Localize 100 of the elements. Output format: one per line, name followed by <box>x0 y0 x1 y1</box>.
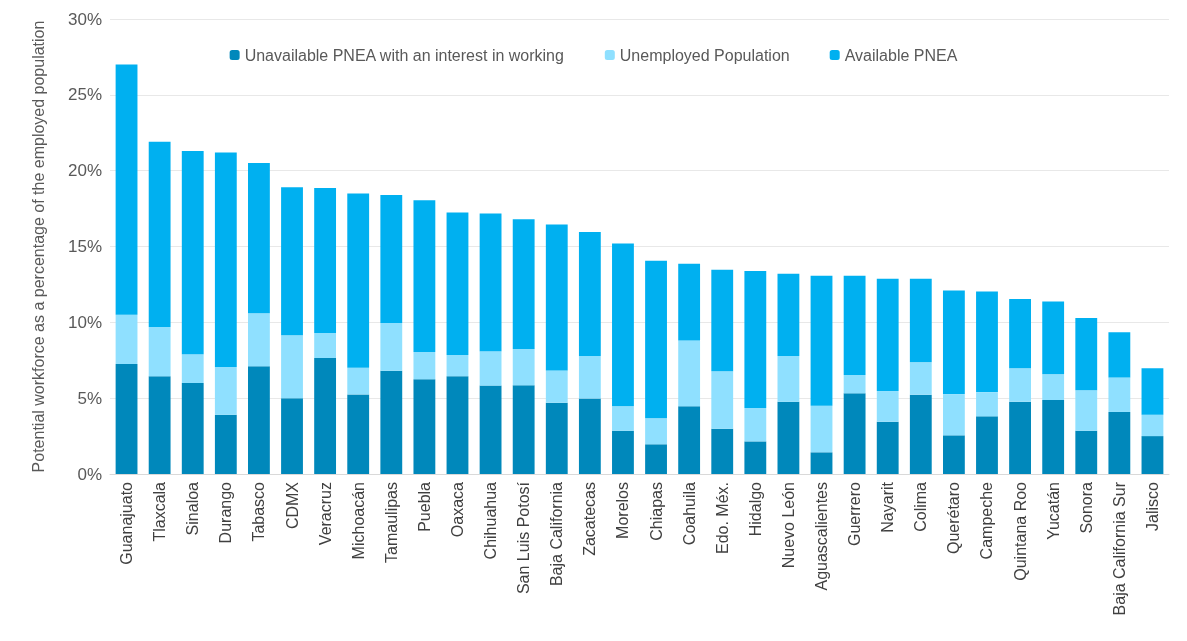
x-tick-label: Aguascalientes <box>813 482 831 591</box>
x-tick-label: Oaxaca <box>448 481 466 538</box>
bar <box>314 332 337 358</box>
x-tick-label: Hidalgo <box>746 481 764 537</box>
bar <box>942 394 965 436</box>
bar <box>181 383 204 474</box>
bar <box>1108 411 1131 474</box>
bar <box>248 366 270 474</box>
bar <box>810 452 833 474</box>
bar <box>446 376 469 474</box>
bar <box>281 398 303 474</box>
bar <box>181 150 204 355</box>
x-tick-label: Querétaro <box>945 481 963 555</box>
bar <box>843 374 866 394</box>
y-tick-label: 30% <box>67 9 102 29</box>
bar <box>578 232 601 356</box>
bar <box>1141 436 1164 474</box>
bar <box>512 385 535 474</box>
x-tick-label: Morelos <box>614 482 632 539</box>
bar <box>777 401 800 474</box>
x-tick-label: Puebla <box>415 481 433 532</box>
bar <box>1042 374 1065 400</box>
bar <box>314 188 337 333</box>
x-tick-label: Coahuila <box>680 481 698 546</box>
bar <box>512 348 535 386</box>
y-axis-title: Potential workforce as a percentage of the employed population <box>30 20 47 473</box>
bar <box>380 323 403 371</box>
bar <box>248 163 270 314</box>
x-tick-label: Tamaulipas <box>382 482 400 563</box>
y-tick-label: 15% <box>67 237 102 256</box>
bar <box>181 354 204 383</box>
bar <box>976 291 998 393</box>
bar <box>876 391 899 422</box>
y-tick-label: 5% <box>77 388 102 408</box>
bar <box>744 408 767 442</box>
bar <box>347 193 370 368</box>
bar <box>214 367 237 415</box>
x-tick-label: Baja California Sur <box>1110 481 1128 616</box>
bar <box>678 340 701 407</box>
bar <box>777 273 800 356</box>
bar <box>612 243 634 407</box>
bar <box>1042 301 1065 375</box>
bar <box>711 371 734 429</box>
bar <box>1141 414 1164 437</box>
bar <box>115 364 138 474</box>
bar <box>281 335 303 399</box>
bar <box>976 392 998 417</box>
x-tick-label: Guerrero <box>846 481 864 547</box>
y-tick-label: 25% <box>67 85 102 105</box>
y-tick-label: 10% <box>67 312 102 332</box>
bar <box>909 362 932 395</box>
bar <box>347 367 370 395</box>
x-tick-label: Chihuahua <box>482 481 500 560</box>
bar <box>479 351 502 386</box>
bar <box>1009 298 1031 369</box>
bar <box>876 278 899 392</box>
x-tick-label: Edo. Méx. <box>713 482 731 555</box>
bar <box>545 224 568 371</box>
bar <box>1009 368 1031 402</box>
x-tick-label: Baja California <box>548 481 566 587</box>
bar <box>148 141 171 327</box>
bar <box>413 200 436 352</box>
bar <box>214 152 237 368</box>
bar <box>744 441 767 474</box>
x-tick-label: Guanajuato <box>118 481 136 565</box>
x-tick-label: Tlaxcala <box>151 481 169 542</box>
bar <box>314 357 337 474</box>
x-tick-label: Campeche <box>978 481 996 560</box>
bar <box>148 326 171 377</box>
bar <box>578 356 601 399</box>
x-tick-label: Nayarit <box>879 481 897 533</box>
bar <box>1108 377 1131 412</box>
y-tick-label: 20% <box>67 161 102 181</box>
bar <box>1042 399 1065 474</box>
x-tick-label: Jalisco <box>1143 481 1161 531</box>
bar <box>479 213 502 352</box>
bar <box>645 260 667 419</box>
bar <box>248 313 270 367</box>
bar <box>413 351 436 380</box>
bar <box>876 421 899 474</box>
bar <box>380 194 403 324</box>
x-tick-label: CDMX <box>283 481 301 530</box>
bar <box>909 278 932 363</box>
bar <box>711 269 734 372</box>
x-tick-label: Michoacán <box>349 482 367 560</box>
bar <box>1075 430 1098 474</box>
bar <box>545 370 568 403</box>
bar <box>810 405 833 453</box>
bar <box>1009 401 1031 474</box>
bar <box>843 393 866 474</box>
bar <box>678 263 701 341</box>
bar <box>1075 390 1098 431</box>
x-tick-label: Sinaloa <box>184 481 202 536</box>
x-tick-label: Tabasco <box>250 481 268 542</box>
x-tick-label: Nuevo León <box>779 482 797 569</box>
bar <box>976 416 998 474</box>
x-tick-label: Quintana Roo <box>1011 481 1029 581</box>
bar <box>380 370 403 474</box>
bar <box>678 406 701 474</box>
bar <box>578 398 601 474</box>
